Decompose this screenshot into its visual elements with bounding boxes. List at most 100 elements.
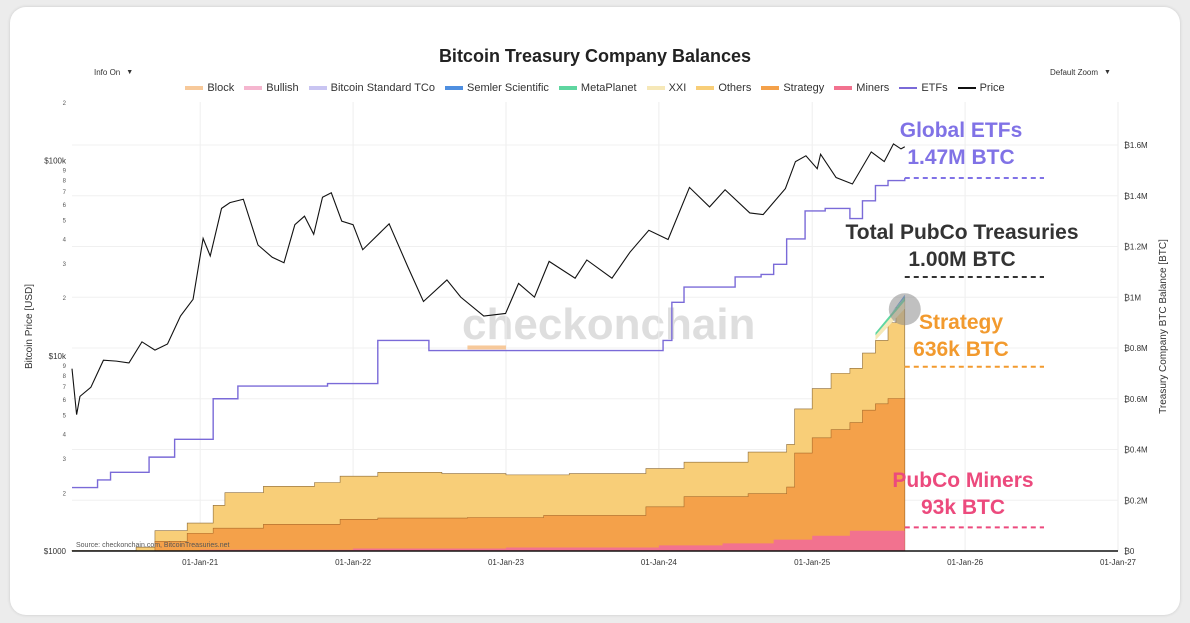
callout-total-title: Total PubCo Treasuries [845, 221, 1079, 244]
y-left-minor-tick-label: 8 [63, 374, 67, 380]
x-tick-label: 01-Jan-23 [488, 558, 525, 567]
legend-swatch [308, 86, 327, 90]
callout-etfs-title: Global ETFs [899, 119, 1023, 142]
y-right-tick-label: ₿1M [1124, 293, 1141, 302]
y-left-minor-tick-label: 5 [63, 414, 67, 420]
y-left-minor-tick-label: 4 [63, 433, 67, 439]
y-left-minor-tick-label: 9 [63, 169, 67, 175]
y-right-tick-label: ₿0.4M [1124, 446, 1148, 455]
strategy-area [72, 389, 906, 552]
y-right-axis-title: Treasury Company BTC Balance [BTC] [1158, 239, 1169, 414]
y-left-minor-tick-label: 6 [63, 203, 67, 209]
legend-label: Strategy [783, 82, 825, 94]
source-text: Source: checkonchain.com, BitcoinTreasur… [76, 542, 229, 549]
others-area [71, 297, 906, 552]
chart-legend: Block Bullish Bitcoin Standard TCo Semler S… [0, 82, 1190, 94]
legend-label: XXI [668, 82, 687, 94]
y-left-minor-tick-label: 7 [63, 190, 67, 196]
x-tick-label: 01-Jan-21 [182, 558, 219, 567]
block-area [467, 345, 506, 350]
legend-item[interactable]: Price [957, 82, 1005, 94]
legend-label: Semler Scientific [467, 82, 549, 94]
y-right-tick-label: ₿0 [1124, 547, 1135, 556]
legend-swatch [445, 86, 463, 90]
y-right-tick-label: ₿1.4M [1124, 192, 1148, 201]
y-left-minor-tick-label: 8 [63, 179, 67, 185]
legend-swatch [696, 86, 715, 90]
legend-swatch [646, 86, 665, 90]
info-toggle-dropdown[interactable]: Info On ▼ [88, 64, 139, 80]
watermark: checkonchain [462, 300, 756, 349]
legend-label: Block [207, 82, 235, 94]
info-toggle-label: Info On [94, 67, 121, 77]
y-left-axis-title: Bitcoin Price [USD] [24, 284, 35, 369]
price-line [71, 143, 906, 415]
y-right-tick-label: ₿0.8M [1124, 344, 1148, 353]
y-right-tick-label: ₿1.6M [1124, 141, 1148, 150]
legend-swatch [899, 87, 918, 89]
highlight-circle [888, 293, 921, 326]
y-right-tick-label: ₿0.6M [1124, 395, 1148, 404]
y-left-minor-tick-label: 2 [63, 296, 67, 302]
y-left-minor-tick-label: 7 [63, 385, 67, 391]
y-right-tick-label: ₿1.2M [1124, 243, 1148, 252]
legend-item[interactable]: Bullish [244, 82, 299, 94]
legend-item[interactable]: Miners [834, 82, 889, 94]
legend-label: ETFs [921, 82, 948, 94]
y-left-minor-tick-label: 5 [63, 218, 67, 224]
callout-total: Total PubCo Treasuries 1.00M BTC [822, 219, 1102, 273]
chevron-down-icon: ▼ [1104, 68, 1111, 76]
callout-etfs: Global ETFs 1.47M BTC [850, 117, 1072, 171]
legend-label: Price [979, 82, 1005, 94]
callout-strategy-title: Strategy [918, 311, 1004, 334]
callout-strategy: Strategy 636k BTC [860, 309, 1062, 363]
x-tick-label: 01-Jan-24 [641, 558, 678, 567]
legend-label: Bitcoin Standard TCo [330, 82, 435, 94]
y-left-tick-label: $10k [49, 352, 67, 361]
legend-swatch [185, 86, 204, 90]
callout-total-value: 1.00M BTC [908, 248, 1016, 271]
legend-item[interactable]: Bitcoin Standard TCo [308, 82, 435, 94]
y-left-tick-label: $1000 [44, 547, 67, 556]
x-tick-label: 01-Jan-27 [1100, 558, 1137, 567]
y-left-minor-tick-label: 2 [63, 101, 67, 107]
chevron-down-icon: ▼ [126, 68, 134, 76]
y-left-minor-tick-label: 3 [63, 457, 67, 463]
legend-label: Miners [856, 82, 890, 94]
etfs-line [72, 177, 906, 489]
legend-item[interactable]: Strategy [761, 82, 824, 94]
chart-title: Bitcoin Treasury Company Balances [438, 46, 752, 66]
y-left-minor-tick-label: 2 [63, 491, 67, 497]
y-right-tick-label: ₿0.2M [1124, 496, 1148, 505]
legend-label: Others [718, 82, 752, 94]
x-tick-label: 01-Jan-26 [947, 558, 984, 567]
legend-label: Bullish [266, 82, 299, 94]
y-left-tick-label: $100k [44, 157, 67, 166]
zoom-label: Default Zoom [1050, 67, 1099, 77]
zoom-dropdown[interactable]: Default Zoom ▼ [1044, 64, 1117, 80]
miners-area [72, 527, 905, 551]
legend-item[interactable]: Block [185, 82, 234, 94]
legend-item[interactable]: Semler Scientific [445, 82, 549, 94]
callout-miners: PubCo Miners 93k BTC [852, 467, 1074, 521]
legend-item[interactable]: ETFs [899, 82, 948, 94]
callout-etfs-value: 1.47M BTC [907, 146, 1015, 169]
y-left-minor-tick-label: 6 [63, 398, 67, 404]
x-tick-label: 01-Jan-22 [335, 558, 372, 567]
y-left-minor-tick-label: 9 [63, 364, 67, 370]
legend-swatch [761, 86, 780, 90]
callout-strategy-value: 636k BTC [913, 338, 1009, 361]
legend-item[interactable]: MetaPlanet [558, 82, 637, 94]
legend-swatch [244, 86, 263, 90]
legend-item[interactable]: Others [696, 82, 751, 94]
legend-swatch [957, 87, 976, 89]
legend-swatch [558, 86, 577, 90]
x-tick-label: 01-Jan-25 [794, 558, 831, 567]
callout-miners-value: 93k BTC [920, 496, 1006, 519]
legend-label: MetaPlanet [580, 82, 637, 94]
y-left-minor-tick-label: 3 [63, 262, 67, 268]
legend-swatch [834, 86, 853, 90]
y-left-minor-tick-label: 4 [63, 237, 67, 243]
legend-item[interactable]: XXI [646, 82, 687, 94]
